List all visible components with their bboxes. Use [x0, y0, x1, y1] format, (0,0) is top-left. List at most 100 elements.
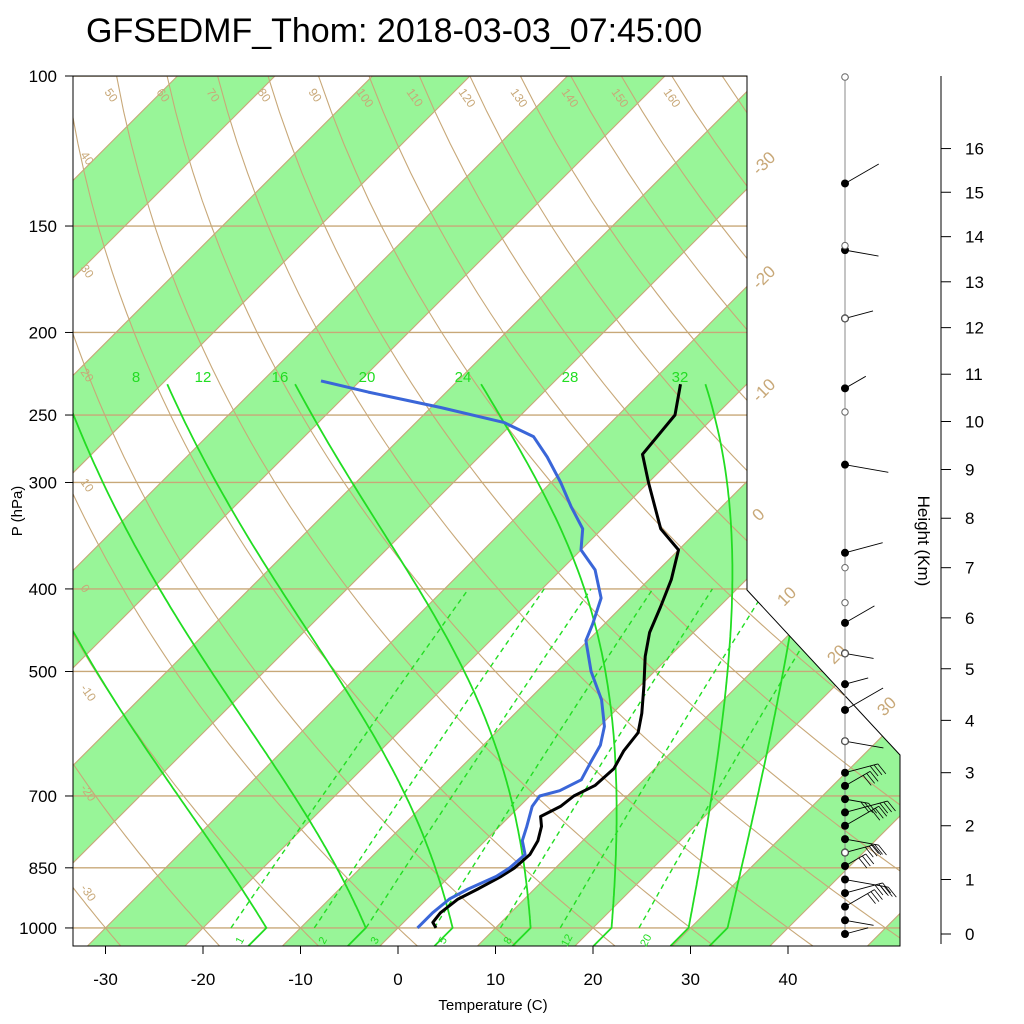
wind-barb-flag — [862, 775, 872, 786]
height-tick-label: 9 — [965, 461, 974, 480]
plot-area — [73, 76, 900, 946]
wind-marker-open — [841, 73, 849, 81]
wind-marker-open — [841, 314, 849, 323]
dry-adiabat-line — [418, 76, 900, 946]
mixing-ratio-label: 12 — [559, 932, 575, 948]
wind-barb — [844, 844, 874, 853]
x-tick-label: -20 — [191, 970, 216, 989]
moist-adiabat-label: 16 — [272, 369, 289, 386]
mixing-ratio-label: 1 — [234, 935, 247, 946]
moist-adiabat-line — [480, 383, 618, 946]
wind-barb-flag — [884, 886, 893, 897]
wind-barb-flag — [873, 764, 883, 776]
wind-barb — [844, 542, 883, 554]
isotherm-line — [184, 76, 900, 946]
x-tick-label: 30 — [681, 970, 700, 989]
mixing-ratio-line — [559, 588, 767, 929]
mixing-ratio-line — [433, 588, 654, 929]
mixing-ratio-label: 2 — [317, 935, 330, 946]
wind-marker-open — [841, 408, 849, 416]
isotherm-line — [73, 76, 471, 946]
wind-barb-flag — [880, 885, 889, 897]
wind-profile — [841, 73, 897, 938]
wind-barb-flag — [874, 884, 884, 896]
isotherm-band — [73, 76, 470, 946]
moist-adiabat-label: 32 — [672, 369, 689, 386]
moist-adiabat-line — [73, 383, 268, 946]
chart-title: GFSEDMF_Thom: 2018-03-03_07:45:00 — [86, 12, 702, 50]
dry-adiabat-line — [116, 76, 715, 946]
mixing-ratio-line — [365, 588, 592, 929]
wind-barb-flag — [888, 886, 897, 898]
mixing-ratio-line — [313, 588, 545, 929]
wind-barb-flag — [865, 853, 875, 865]
isotherm-label: 10 — [773, 583, 800, 610]
y-tick-label: 500 — [29, 662, 57, 681]
dry-adiabat-label: 120 — [456, 86, 479, 111]
temperature-profile — [431, 383, 682, 929]
dry-adiabat-line — [469, 76, 900, 946]
isobar-lines — [73, 76, 900, 929]
wind-barb-flag — [866, 773, 875, 784]
wind-barb-flag — [887, 800, 896, 812]
isotherm-line — [73, 76, 276, 946]
x-tick-label: 20 — [584, 970, 603, 989]
y-tick-label: 1000 — [19, 919, 57, 938]
wind-barb — [844, 763, 878, 774]
sounding-profiles — [320, 379, 682, 929]
height-tick-label: 8 — [965, 509, 974, 528]
moist-adiabat-line — [669, 383, 734, 946]
isotherm-band — [73, 76, 860, 946]
height-tick-label: 1 — [965, 871, 974, 890]
x-tick-label: -30 — [93, 970, 118, 989]
height-tick-label: 16 — [965, 140, 984, 159]
wind-barb — [844, 838, 879, 846]
y-tick-label: 300 — [29, 473, 57, 492]
x-axis: -30 -20 -10 0 10 20 30 40 — [93, 946, 797, 989]
isotherm-label: 30 — [873, 693, 900, 720]
y-tick-label: 400 — [29, 580, 57, 599]
height-tick-label: 5 — [965, 660, 974, 679]
wind-barb-flag — [877, 763, 887, 775]
moist-adiabat-line — [73, 383, 367, 946]
isotherm-band — [477, 76, 900, 946]
dry-adiabat-label: 50 — [102, 86, 121, 105]
height-tick-label: 0 — [965, 925, 974, 944]
y-tick-label: 250 — [29, 406, 57, 425]
wind-barb-flag — [869, 771, 879, 782]
wind-barb — [844, 879, 889, 888]
y-tick-label: 700 — [29, 787, 57, 806]
wind-barb — [844, 310, 874, 319]
plot-frame — [72, 75, 901, 947]
height-tick-label: 12 — [965, 319, 984, 338]
moist-adiabat-label: 8 — [132, 369, 140, 386]
height-tick-label: 10 — [965, 413, 984, 432]
wind-barb-flag — [870, 891, 880, 902]
wind-barb-flag — [860, 801, 870, 813]
moist-adiabat-label: 28 — [562, 369, 579, 386]
wind-barb — [844, 927, 869, 935]
isotherm-line — [73, 76, 666, 946]
dry-adiabat-label: -30 — [78, 882, 100, 905]
wind-barb-flag — [858, 857, 868, 869]
x-tick-label: -10 — [288, 970, 313, 989]
dry-adiabat-line — [267, 76, 900, 946]
wind-marker-open — [841, 848, 849, 857]
isotherm-lines — [73, 76, 900, 946]
isotherm-label: -20 — [748, 262, 779, 293]
y-axis-label: P (hPa) — [9, 486, 26, 537]
isotherm-label: -30 — [748, 148, 779, 179]
y-axis: 100 150 200 250 300 400 500 700 850 1000 — [19, 67, 73, 938]
mixing-ratio-line — [499, 588, 713, 929]
wind-barb — [844, 605, 875, 624]
dry-adiabat-line — [73, 76, 418, 946]
wind-barb-flag — [870, 843, 879, 854]
wind-barb-flag — [883, 801, 892, 813]
moist-adiabat-label: 12 — [195, 369, 212, 386]
wind-barb-flag — [868, 803, 877, 814]
wind-barb-flag — [874, 844, 883, 855]
height-tick-label: 2 — [965, 817, 974, 836]
moist-adiabat-label: 20 — [359, 369, 376, 386]
wind-barb-flag — [874, 807, 884, 819]
